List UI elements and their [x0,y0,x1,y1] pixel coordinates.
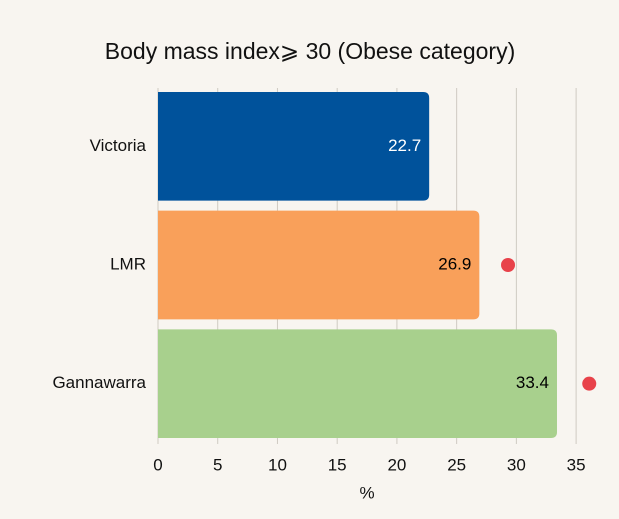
x-tick-label: 25 [447,455,466,474]
x-tick-label: 35 [567,455,586,474]
value-label: 22.7 [388,136,421,155]
x-tick-label: 10 [268,455,287,474]
y-tick-label: Gannawarra [52,373,146,392]
x-tick-label: 20 [387,455,406,474]
marker [582,376,597,391]
y-tick-label: LMR [110,254,146,273]
bar [158,210,480,320]
x-tick-label: 5 [213,455,222,474]
x-axis-label: % [359,483,374,502]
bar [158,92,430,201]
value-label: 26.9 [438,254,471,273]
chart-title: Body mass index⩾ 30 (Obese category) [105,38,515,64]
value-label: 33.4 [516,373,549,392]
x-tick-label: 0 [153,455,162,474]
y-tick-label: Victoria [90,136,147,155]
x-tick-label: 30 [507,455,526,474]
marker [501,258,516,272]
x-tick-label: 15 [328,455,347,474]
bar [158,329,557,438]
